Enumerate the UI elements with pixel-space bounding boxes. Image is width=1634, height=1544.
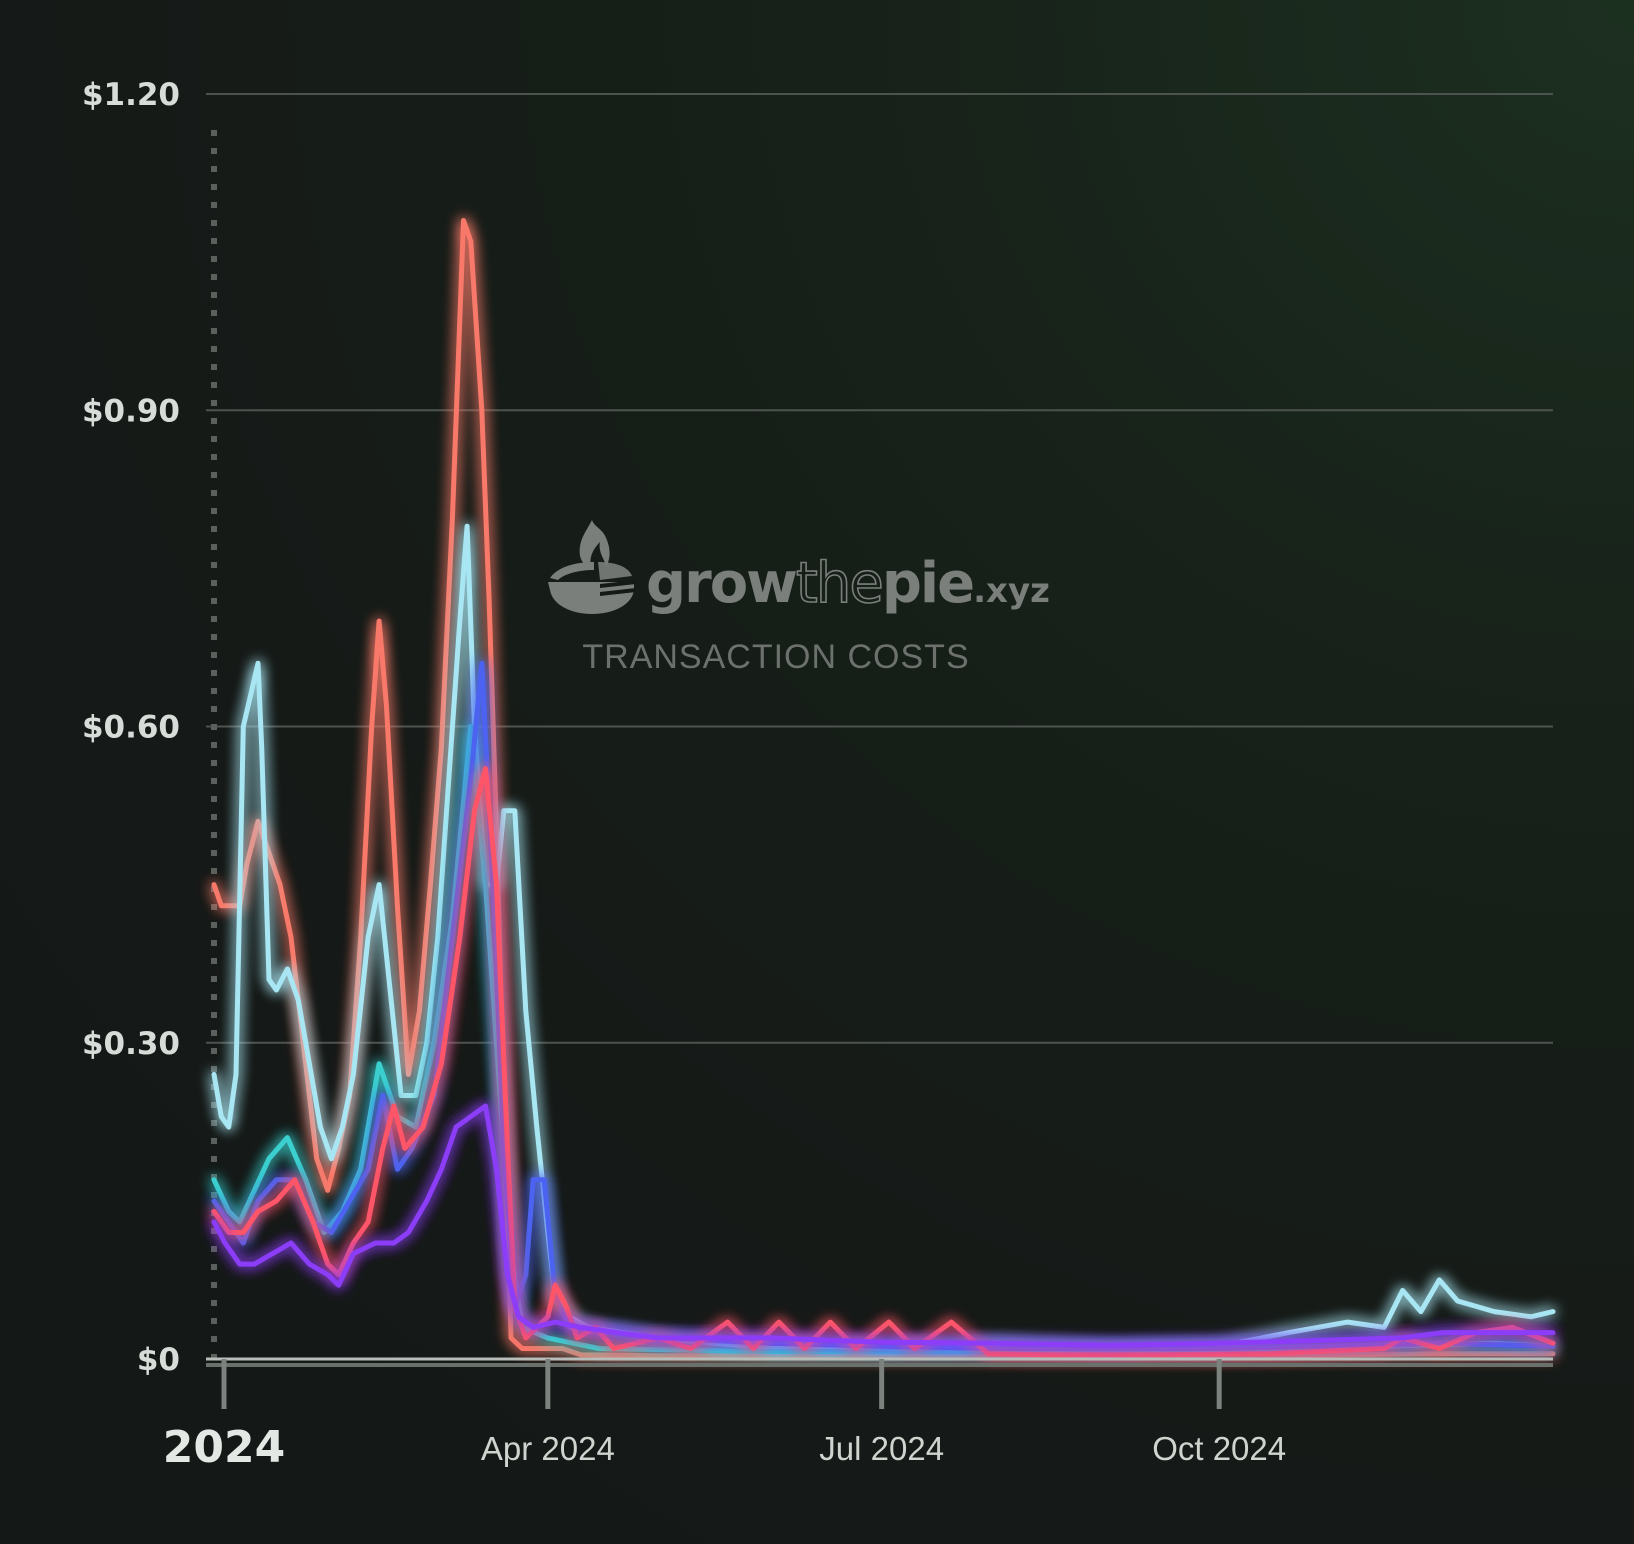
- x-tick-label: Apr 2024: [481, 1430, 615, 1467]
- series-line-1: [211, 218, 1556, 1359]
- watermark-subtitle: TRANSACTION COSTS: [582, 638, 969, 676]
- series-line-2: [211, 523, 1556, 1351]
- y-tick-label: $0: [137, 1342, 180, 1378]
- x-tick-label: Jul 2024: [819, 1430, 944, 1467]
- grid-lines: [206, 93, 1553, 1044]
- series-line-6: [211, 1103, 1556, 1348]
- y-axis: $0 $0.30 $0.60 $0.90 $1.20: [82, 77, 217, 1378]
- watermark-brand-the: the: [796, 551, 882, 616]
- x-tick-label: Oct 2024: [1152, 1430, 1286, 1467]
- series-line-5: [211, 766, 1556, 1358]
- y-tick-label: $1.20: [82, 77, 180, 113]
- y-tick-label: $0.30: [82, 1026, 180, 1062]
- watermark-brand-pie: pie: [882, 551, 973, 616]
- watermark-brand-grow: grow: [646, 551, 796, 616]
- series-line-4: [211, 660, 1556, 1351]
- watermark: growthepie.xyz TRANSACTION COSTS: [548, 520, 1050, 676]
- series-lines: [211, 218, 1556, 1359]
- y-tick-label: $0.90: [82, 393, 180, 429]
- pie-flame-logo-icon: [548, 520, 636, 614]
- watermark-brand-tld: .xyz: [973, 571, 1050, 611]
- svg-text:growthepie.xyz: growthepie.xyz: [646, 551, 1050, 616]
- x-axis: 2024 Apr 2024 Jul 2024 Oct 2024: [163, 1357, 1553, 1473]
- series-line-3: [211, 724, 1556, 1355]
- y-tick-label: $0.60: [82, 710, 180, 746]
- x-tick-label: 2024: [163, 1422, 285, 1473]
